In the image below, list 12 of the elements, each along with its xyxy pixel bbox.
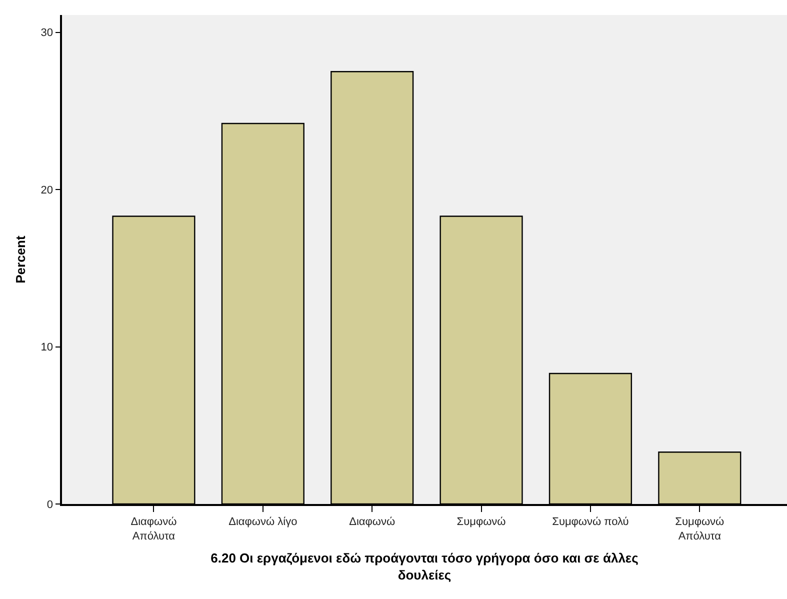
x-tick-label: Συμφωνώ Απόλυτα [675,516,725,542]
y-axis-title: Percent [13,234,28,284]
x-tick-label: Συμφωνώ πολύ [552,516,629,528]
y-tick-label: 20 [40,184,54,196]
y-tick-label: 0 [46,498,54,511]
y-tick-label: 30 [40,27,54,40]
y-tick-label: 10 [40,342,54,354]
x-tick-label: Διαφωνώ Απόλυτα [130,516,178,542]
x-axis-title: 6.20 Οι εργαζόμενοι εδώ προάγονται τόσο γρήγορα όσο και σε άλλες δουλείες [210,550,639,582]
x-tick-label: Διαφωνώ λίγο [228,516,298,528]
x-tick-label: Διαφωνώ [349,516,396,528]
x-tick-label: Συμφωνώ [456,516,506,528]
